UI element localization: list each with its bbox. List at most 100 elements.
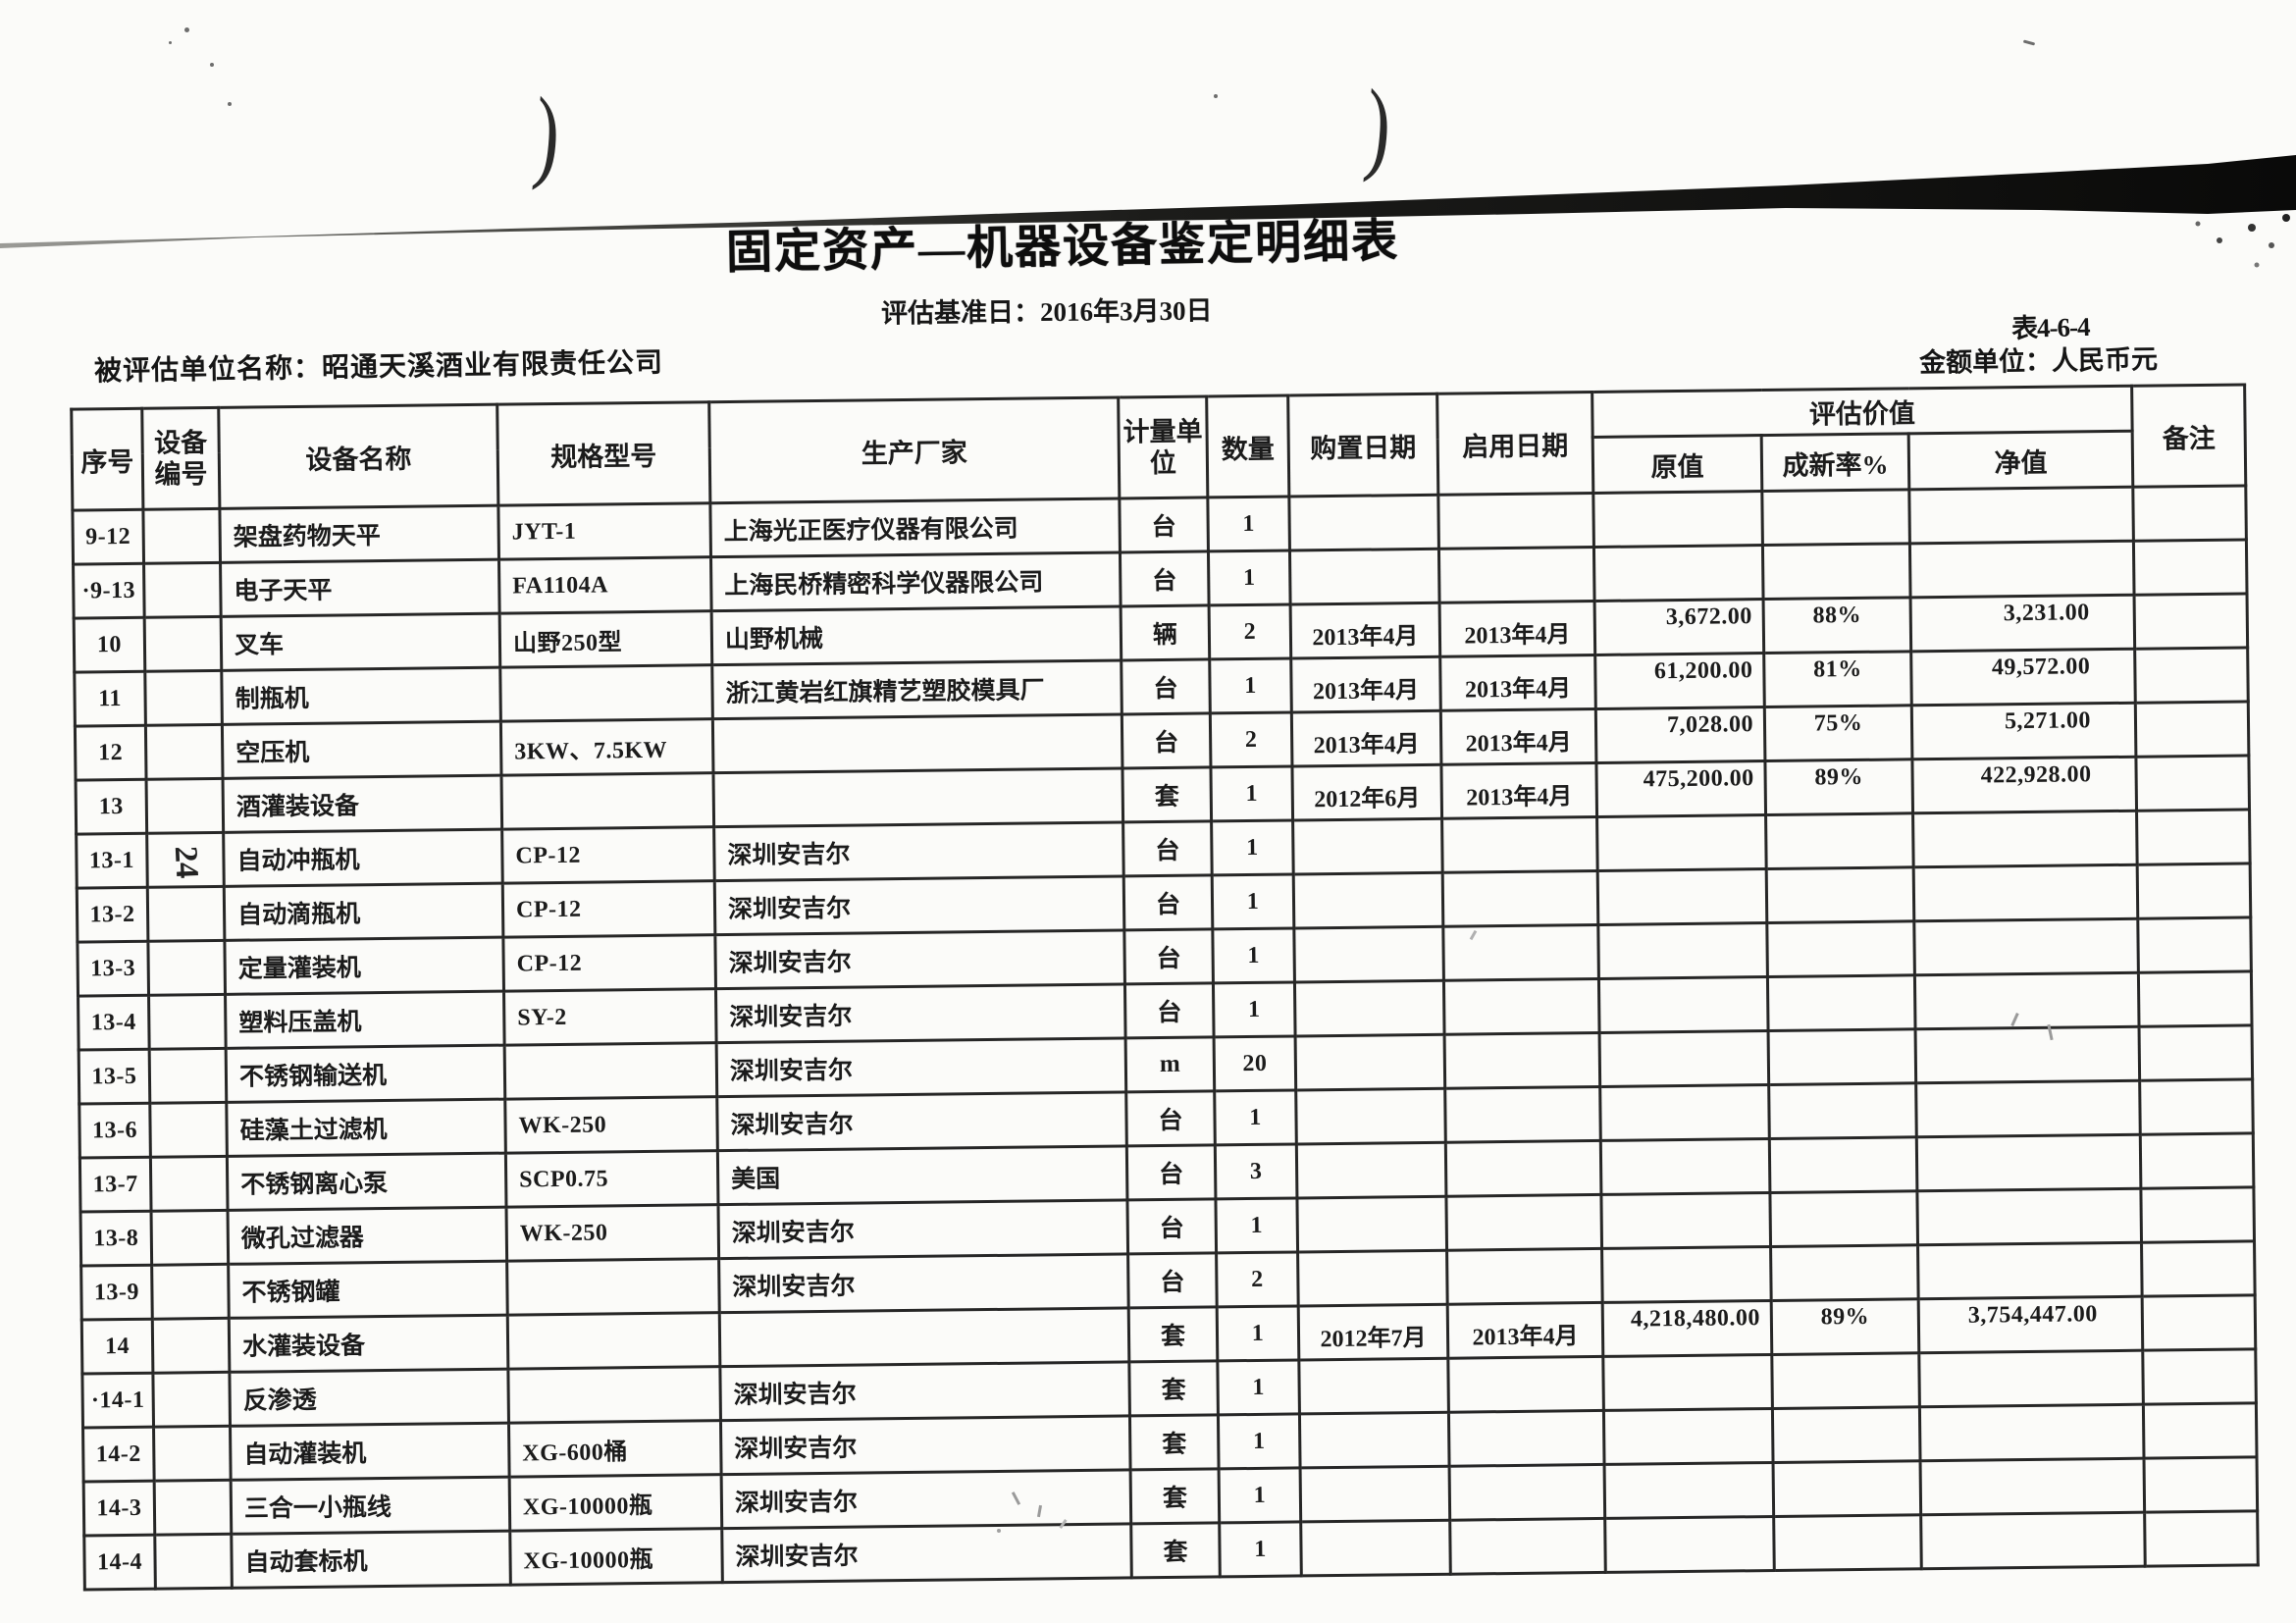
- cell-model: [501, 772, 714, 830]
- cell-name: 不锈钢罐: [228, 1261, 508, 1319]
- cell-remark: [2140, 1132, 2254, 1189]
- cell-equip-no: [147, 940, 226, 996]
- cell-net-value: [1908, 487, 2134, 544]
- cell-net-value: 3,231.00: [1910, 595, 2135, 652]
- cell-model: SCP0.75: [505, 1150, 718, 1208]
- cell-net-value: [1913, 864, 2138, 921]
- header-remark: 备注: [2131, 384, 2246, 488]
- cell-remark: [2142, 1294, 2256, 1351]
- cell-original-value: [1597, 922, 1768, 979]
- cell-original-value: 3,672.00: [1594, 599, 1764, 655]
- cell-net-value: [1909, 541, 2135, 598]
- cell-model: CP-12: [501, 826, 715, 884]
- cell-qty: 2: [1216, 1251, 1299, 1307]
- currency-unit-label: 金额单位：人民币元: [1918, 344, 2159, 378]
- cell-unit: m: [1125, 1036, 1215, 1092]
- cell-manufacturer: [712, 713, 1122, 773]
- cell-qty: 1: [1214, 1089, 1297, 1145]
- cell-new-rate: [1766, 866, 1914, 923]
- cell-model: CP-12: [502, 880, 715, 938]
- cell-start-date: 2013年4月: [1439, 654, 1596, 711]
- cell-manufacturer: [712, 767, 1123, 827]
- header-appraisal-group: 评估价值: [1592, 386, 2133, 438]
- cell-original-value: [1600, 1138, 1770, 1195]
- cell-model: CP-12: [502, 934, 716, 992]
- cell-remark: [2144, 1510, 2259, 1567]
- cell-serial: 13-6: [78, 1103, 151, 1159]
- cell-manufacturer: 深圳安吉尔: [719, 1361, 1130, 1421]
- cell-equip-no: [144, 670, 223, 726]
- cell-remark: [2137, 916, 2252, 973]
- handwritten-equip-no: 24: [167, 844, 205, 879]
- cell-purchase-date: [1288, 495, 1439, 551]
- cell-original-value: 475,200.00: [1595, 760, 1766, 817]
- cell-equip-no: [145, 724, 224, 780]
- cell-name: 自动冲瓶机: [223, 829, 503, 887]
- cell-purchase-date: [1298, 1358, 1449, 1414]
- header-name: 设备名称: [218, 404, 498, 509]
- cell-net-value: [1920, 1512, 2146, 1569]
- header-new-rate: 成新率%: [1761, 433, 1909, 492]
- header-purchase-date: 购置日期: [1287, 393, 1438, 497]
- header-model: 规格型号: [496, 401, 710, 506]
- scan-band-artifact: [0, 155, 2296, 268]
- cell-serial: ·14-1: [81, 1373, 154, 1429]
- cell-qty: 1: [1219, 1521, 1302, 1577]
- cell-equip-no: [151, 1210, 229, 1266]
- cell-name: 架盘药物天平: [219, 505, 499, 563]
- cell-remark: [2134, 593, 2248, 650]
- cell-unit: 套: [1128, 1360, 1219, 1416]
- cell-equip-no: [146, 778, 224, 834]
- cell-remark: [2140, 1186, 2255, 1243]
- cell-qty: 1: [1218, 1413, 1301, 1469]
- cell-unit: 台: [1125, 1090, 1216, 1146]
- cell-name: 不锈钢离心泵: [227, 1153, 506, 1211]
- cell-serial: 14-3: [83, 1481, 155, 1537]
- cell-new-rate: [1770, 1244, 1919, 1301]
- cell-remark: [2134, 647, 2249, 704]
- cell-original-value: [1599, 1030, 1769, 1087]
- cell-new-rate: [1768, 1082, 1917, 1139]
- cell-serial: 13-4: [78, 995, 150, 1051]
- cell-remark: [2139, 1024, 2253, 1081]
- cell-serial: 13-5: [78, 1049, 150, 1105]
- cell-net-value: [1916, 1134, 2141, 1191]
- cell-start-date: 2013年4月: [1440, 708, 1596, 765]
- cell-manufacturer: 深圳安吉尔: [717, 1199, 1128, 1259]
- scan-speck: [210, 63, 214, 67]
- cell-new-rate: [1766, 920, 1915, 977]
- cell-equip-no: [147, 886, 225, 942]
- cell-name: 自动滴瓶机: [224, 883, 503, 941]
- scan-speck: [228, 102, 232, 106]
- cell-model: XG-600桶: [508, 1420, 722, 1478]
- cell-new-rate: 89%: [1764, 759, 1913, 815]
- cell-original-value: [1602, 1354, 1773, 1411]
- cell-start-date: [1443, 978, 1600, 1035]
- cell-remark: [2143, 1402, 2258, 1459]
- cell-unit: 台: [1123, 928, 1214, 984]
- cell-model: XG-10000瓶: [509, 1528, 723, 1586]
- cell-new-rate: [1773, 1514, 1922, 1571]
- cell-model: SY-2: [503, 988, 717, 1046]
- cell-purchase-date: [1293, 872, 1443, 928]
- cell-unit: 台: [1124, 982, 1215, 1038]
- cell-purchase-date: [1300, 1466, 1450, 1522]
- cell-manufacturer: 浙江黄岩红旗精艺塑胶模具厂: [711, 659, 1122, 719]
- cell-qty: 1: [1217, 1305, 1299, 1361]
- cell-equip-no: [154, 1480, 232, 1536]
- cell-qty: 1: [1217, 1359, 1300, 1415]
- cell-start-date: [1449, 1518, 1606, 1575]
- cell-purchase-date: 2013年4月: [1290, 656, 1441, 712]
- cell-unit: 台: [1120, 550, 1210, 606]
- cell-purchase-date: [1299, 1412, 1450, 1468]
- cell-qty: 1: [1207, 497, 1290, 551]
- cell-net-value: [1912, 811, 2138, 867]
- header-start-date: 启用日期: [1436, 392, 1593, 496]
- cell-remark: [2144, 1456, 2258, 1513]
- cell-model: JYT-1: [497, 502, 711, 560]
- cell-start-date: 2013年4月: [1447, 1302, 1603, 1359]
- header-original-value: 原值: [1592, 435, 1762, 494]
- cell-unit: 台: [1127, 1252, 1218, 1308]
- cell-purchase-date: [1294, 980, 1445, 1036]
- cell-net-value: [1915, 1026, 2140, 1083]
